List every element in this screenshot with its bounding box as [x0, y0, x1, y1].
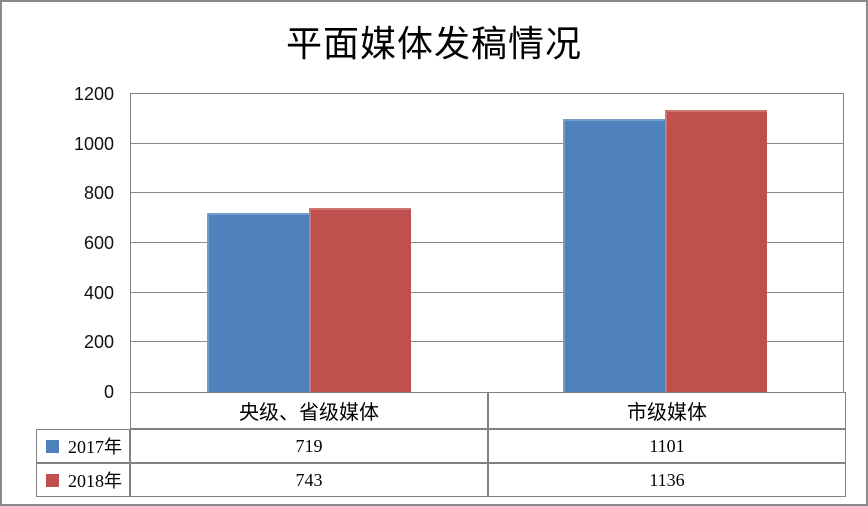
gridlines: [131, 94, 843, 392]
data-table: 央级、省级媒体 市级媒体 2017年 719 1101 2018年 743 1136: [36, 392, 846, 497]
category-group-1: [487, 94, 843, 392]
category-header-1: 市级媒体: [488, 392, 846, 429]
category-group-0: [131, 94, 487, 392]
table-header-row: 央级、省级媒体 市级媒体: [36, 392, 846, 429]
bar-pair-1: [562, 94, 768, 392]
legend-label-1: 2018年: [68, 471, 122, 491]
bar-series1-cat0: [309, 207, 412, 392]
y-axis-labels: 0 200 400 600 800 1000 1200: [11, 85, 131, 401]
chart-title: 平面媒体发稿情况: [285, 24, 582, 64]
series-row-0: 2017年 719 1101: [36, 429, 846, 463]
y-tick-label-800: 800: [83, 183, 114, 204]
table-corner-spacer: [36, 392, 130, 429]
gridline-400: [131, 291, 843, 293]
legend-cell-0: 2017年: [36, 429, 130, 463]
gridline-600: [131, 242, 843, 243]
gridline-800: [131, 192, 843, 194]
gridline-200: [131, 341, 843, 343]
bar-pair-0: [206, 94, 412, 392]
legend-swatch-series0: [46, 439, 59, 453]
value-cell-series1-cat0: 743: [130, 463, 488, 497]
y-tick-label-200: 200: [83, 332, 114, 353]
legend-cell-1: 2018年: [36, 463, 130, 497]
value-cell-series0-cat1: 1101: [488, 429, 846, 463]
legend-label-0: 2017年: [68, 437, 122, 457]
series-row-1: 2018年 743 1136: [36, 463, 846, 497]
value-cell-series1-cat1: 1136: [488, 463, 846, 497]
y-tick-label-1000: 1000: [73, 133, 114, 154]
legend-swatch-series1: [46, 473, 59, 487]
bars-region: [131, 94, 843, 392]
bar-series0-cat1: [562, 118, 665, 392]
gridline-1000: [131, 142, 843, 144]
bar-series1-cat1: [665, 109, 768, 392]
y-tick-label-600: 600: [83, 233, 114, 253]
category-header-0: 央级、省级媒体: [130, 392, 488, 429]
bar-series0-cat0: [206, 213, 309, 392]
y-tick-label-1200: 1200: [73, 84, 114, 104]
y-tick-label-0: 0: [103, 382, 114, 402]
value-cell-series0-cat0: 719: [130, 429, 488, 463]
y-tick-label-400: 400: [83, 282, 114, 303]
plot-area: 0 200 400 600 800 1000 1200: [74, 85, 844, 401]
